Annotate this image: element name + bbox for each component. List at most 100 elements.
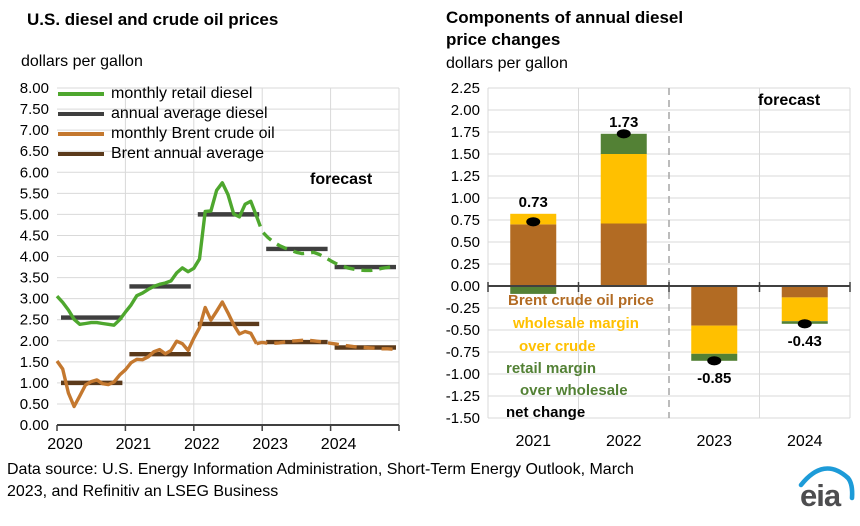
bar-value-label: -0.85 [697, 370, 731, 387]
right-legend-wholesale-margin: wholesale margin [513, 315, 639, 332]
data-source-note-line2: 2023, and Refinitiv an LSEG Business [7, 483, 279, 500]
history-segment [55, 300, 258, 409]
legend-item-monthly-retail-diesel: monthly retail diesel [58, 84, 275, 104]
y-tick-label: -0.50 [446, 322, 480, 339]
net-change-marker [526, 217, 541, 227]
bar-segment [600, 133, 647, 154]
x-tick-label: 2024 [787, 433, 823, 450]
bar-segment [691, 325, 738, 354]
bar-segment [510, 224, 557, 286]
forecast-segment [254, 215, 394, 273]
x-tick-label: 2021 [515, 433, 551, 450]
x-tick-label: 2024 [321, 436, 357, 453]
x-tick-label: 2021 [116, 436, 152, 453]
forecast-segment [256, 338, 394, 351]
y-tick-label: -1.25 [446, 388, 480, 405]
y-tick-label: 1.25 [451, 168, 480, 185]
history-segment [55, 181, 259, 327]
right-plot: -1.50 -1.25 -1.00 -0.75 -0.50 -0.25 0.00 0.25 0.… [446, 80, 851, 450]
line-series-monthly-Brent-crude-oil [55, 300, 394, 409]
legend-label: Brent annual average [111, 145, 264, 162]
line-swatch-icon [58, 132, 104, 136]
left-line-chart: 0.00 0.50 1.00 1.50 2.00 2.50 3.00 3.50 4.00 4.50… [20, 80, 400, 453]
right-bar-chart: -1.50 -1.25 -1.00 -0.75 -0.50 -0.25 0.00 0.25 0.… [446, 80, 851, 450]
right-chart-title: Components of annual diesel price change… [446, 7, 683, 51]
gridlines [57, 87, 400, 425]
eia-logo: eia [798, 466, 855, 513]
net-change-marker [707, 356, 722, 366]
y-tick-label: 1.50 [451, 146, 480, 163]
y-tick-label: 0.00 [451, 278, 480, 295]
right-legend-retail-margin: retail margin [506, 360, 597, 377]
y-tick-label: 6.50 [20, 143, 49, 160]
y-tick-label: 8.00 [20, 80, 49, 97]
y-tick-label: 0.75 [451, 212, 480, 229]
y-tick-label: 2.25 [451, 80, 480, 97]
net-change-marker [797, 319, 812, 329]
x-tick-label: 2020 [47, 436, 83, 453]
y-tick-label: 7.50 [20, 101, 49, 118]
y-tick-label: 2.00 [451, 102, 480, 119]
bar-segment [600, 154, 647, 224]
line-swatch-icon [58, 152, 104, 156]
left-forecast-label: forecast [310, 171, 373, 188]
bar-segment [600, 223, 647, 286]
eia-swoosh-icon [798, 466, 855, 501]
y-tick-label: -1.50 [446, 410, 480, 427]
left-chart-legend: monthly retail diesel annual average die… [58, 84, 275, 164]
right-legend-over-crude: over crude [519, 338, 596, 355]
y-tick-label: 0.50 [20, 396, 49, 413]
y-tick-label: 1.00 [20, 375, 49, 392]
y-tick-label: 5.50 [20, 185, 49, 202]
line-swatch-icon [58, 92, 104, 96]
y-tick-label: 0.25 [451, 256, 480, 273]
line-series-Brent-annual-average [61, 321, 396, 386]
bar-segment [510, 286, 557, 294]
y-tick-label: 7.00 [20, 122, 49, 139]
legend-label: annual average diesel [111, 105, 268, 122]
line-series-monthly-retail-diesel [55, 181, 394, 327]
right-legend-brent-crude: Brent crude oil price [508, 292, 654, 309]
right-chart-title-line2: price changes [446, 30, 561, 49]
x-tick-label: 2023 [696, 433, 732, 450]
net-change-marker [616, 129, 631, 139]
x-tick-label: 2022 [606, 433, 642, 450]
line-swatch-icon [58, 112, 104, 116]
y-tick-label: 0.50 [451, 234, 480, 251]
bar-segment [691, 286, 738, 326]
y-tick-label: 2.00 [20, 333, 49, 350]
bar-value-label: 1.73 [609, 114, 638, 131]
data-source-note-line1: Data source: U.S. Energy Information Adm… [7, 461, 634, 478]
eia-logo-text: eia [800, 478, 842, 513]
legend-item-annual-average-diesel: annual average diesel [58, 104, 275, 124]
left-chart-title: U.S. diesel and crude oil prices [27, 10, 279, 29]
y-tick-label: 3.00 [20, 291, 49, 308]
bar-segment [781, 286, 828, 298]
y-tick-label: 3.50 [20, 270, 49, 287]
left-chart-unit-label: dollars per gallon [21, 53, 143, 70]
bar-segment [781, 297, 828, 322]
right-chart-unit-label: dollars per gallon [446, 55, 568, 72]
right-forecast-label: forecast [758, 92, 821, 109]
y-tick-label: -0.25 [446, 300, 480, 317]
stacked-bars: 0.73 1.73 -0.85 -0.43 [510, 114, 828, 387]
y-tick-label: 1.75 [451, 124, 480, 141]
legend-item-brent-annual-average: Brent annual average [58, 144, 275, 164]
y-tick-label: 4.00 [20, 249, 49, 266]
y-tick-label: 5.00 [20, 206, 49, 223]
y-tick-label: 1.50 [20, 354, 49, 371]
right-legend-over-wholesale: over wholesale [520, 382, 628, 399]
y-tick-label: -0.75 [446, 344, 480, 361]
y-tick-label: -1.00 [446, 366, 480, 383]
x-tick-label: 2023 [252, 436, 288, 453]
y-tick-label: 6.00 [20, 164, 49, 181]
legend-label: monthly retail diesel [111, 85, 253, 102]
y-tick-label: 4.50 [20, 227, 49, 244]
right-legend-net-change: net change [506, 404, 586, 421]
legend-item-monthly-brent-crude: monthly Brent crude oil [58, 124, 275, 144]
bar-value-label: 0.73 [519, 194, 548, 211]
right-chart-title-line1: Components of annual diesel [446, 8, 684, 27]
y-tick-label: 0.00 [20, 417, 49, 434]
y-tick-label: 2.50 [20, 312, 49, 329]
bar-value-label: -0.43 [788, 333, 822, 350]
